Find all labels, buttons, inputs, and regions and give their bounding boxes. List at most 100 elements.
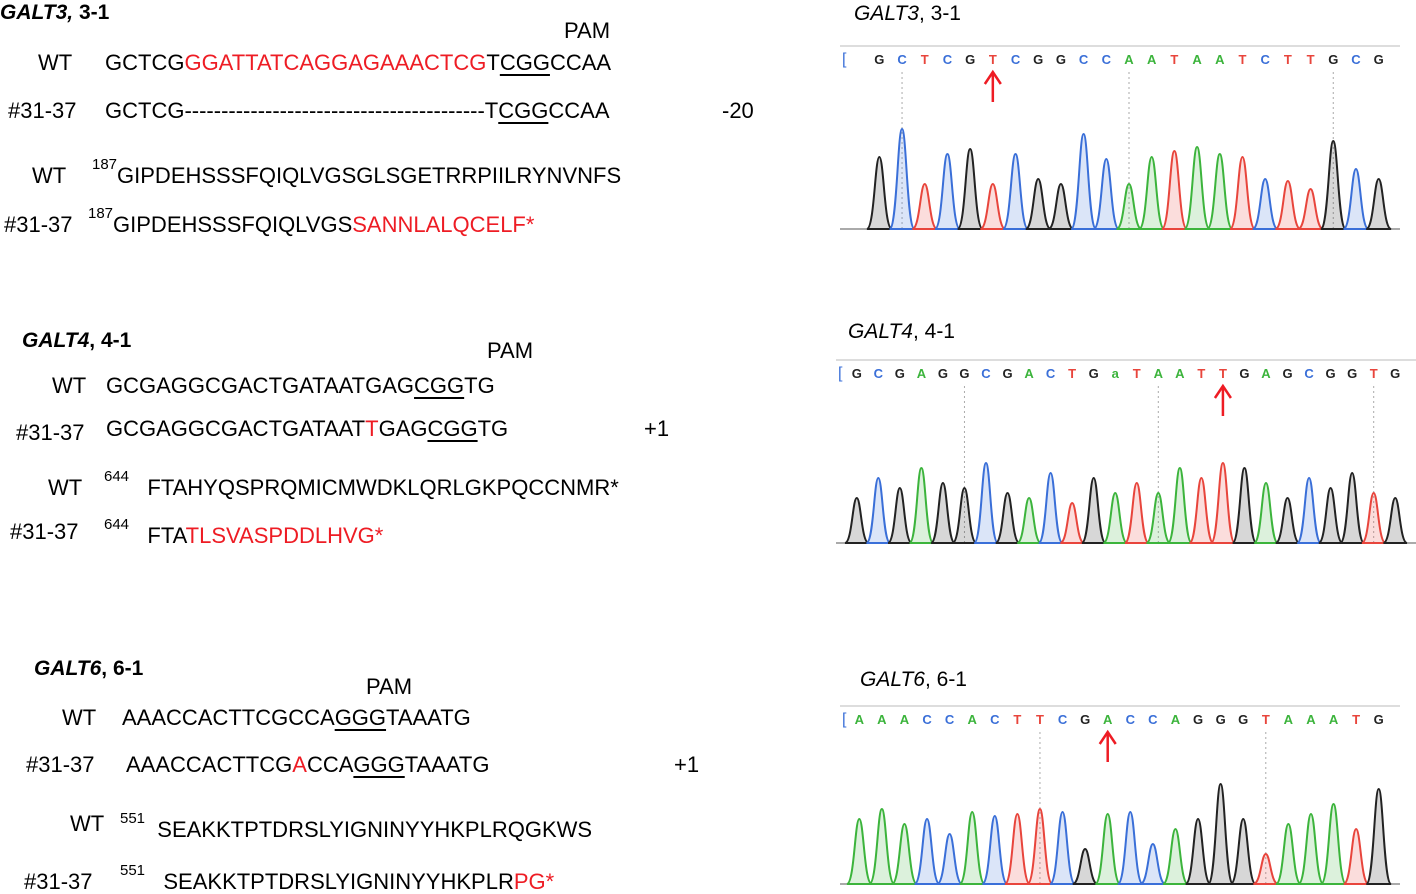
galt3-chromatogram: [G C T C G T C G G C C A A T A A T C T T G C G xyxy=(840,45,1400,230)
galt3-wt-label: WT xyxy=(38,50,73,75)
chrom-peak xyxy=(1037,471,1064,544)
chrom-peak xyxy=(1184,817,1212,885)
chrom-base: G xyxy=(874,52,884,67)
chrom-peak xyxy=(1229,817,1257,885)
chrom-base: a xyxy=(1112,366,1120,381)
chrom-base: A xyxy=(1103,712,1113,727)
chrom-base: A xyxy=(1171,712,1181,727)
chrom-base: C xyxy=(922,712,932,727)
chrom-peak xyxy=(1162,827,1189,885)
chrom-base: G xyxy=(1056,52,1066,67)
galt6-mut-label: #31-37 xyxy=(26,752,95,777)
chrom-base: C xyxy=(1046,366,1056,381)
chrom-peak xyxy=(1365,177,1393,230)
chrom-peak xyxy=(1297,812,1325,885)
chrom-base: A xyxy=(900,712,910,727)
chrom-peak xyxy=(843,496,870,544)
galt4-mut-prot-label: #31-37 xyxy=(10,519,79,544)
chrom-base: G xyxy=(1033,52,1043,67)
chrom-peak xyxy=(1047,182,1075,230)
chrom-base: C xyxy=(945,712,955,727)
chrom-peak xyxy=(1252,852,1279,885)
chrom-base: C xyxy=(1079,52,1089,67)
chrom-base: T xyxy=(1284,52,1292,67)
chrom-peak xyxy=(1206,152,1234,230)
chrom-start-bracket: [ xyxy=(838,365,843,382)
chrom-base: G xyxy=(1328,52,1338,67)
chrom-base: A xyxy=(1175,366,1185,381)
chrom-base: C xyxy=(943,52,953,67)
chrom-base: G xyxy=(1347,366,1357,381)
galt6-heading: GALT6, 6-1 xyxy=(34,657,144,680)
chrom-start-bracket: [ xyxy=(842,51,847,68)
chrom-base: T xyxy=(921,52,929,67)
chrom-peak xyxy=(888,127,916,230)
galt4-wt-protein: 644 FTAHYQSPRQMICMWDKLQRLGKPQCCNMR* xyxy=(104,468,619,500)
chrom-base: G xyxy=(895,366,905,381)
chrom-peak xyxy=(1342,827,1370,885)
chrom-peak xyxy=(1002,152,1029,230)
chrom-peak xyxy=(913,817,941,885)
galt3-wt-prot-label: WT xyxy=(32,163,67,188)
galt3-indel: -20 xyxy=(722,98,754,123)
chrom-peak xyxy=(911,182,939,230)
chrom-base: C xyxy=(1011,52,1021,67)
galt6-wt-sequence: AAACCACTTCGCCAGGGTAAATG xyxy=(122,705,471,730)
chrom-base: T xyxy=(1036,712,1044,727)
chrom-base: A xyxy=(1215,52,1225,67)
galt3-wt-protein: 187GIPDEHSSSFQIQLVGSGLSGETRRPIILRYNVNFS xyxy=(92,156,622,188)
galt4-mut-sequence: GCGAGGCGACTGATAATTGAGCGGTG xyxy=(106,416,509,441)
chrom-base: C xyxy=(1260,52,1270,67)
chrom-peak xyxy=(1003,812,1031,885)
galt4-mut-protein: 644 FTATLSVASPDDLHVG* xyxy=(104,516,384,548)
chrom-base: G xyxy=(1089,366,1099,381)
chrom-base: T xyxy=(1307,52,1315,67)
chrom-peak xyxy=(1210,461,1236,544)
chrom-base: G xyxy=(1390,366,1400,381)
galt3-heading: GALT3, 3-1 xyxy=(0,1,110,24)
galt4-wt-prot-label: WT xyxy=(48,475,83,500)
chrom-peak xyxy=(1123,481,1150,544)
chrom-base: A xyxy=(1261,366,1271,381)
chrom-base: G xyxy=(1002,366,1012,381)
chrom-base: A xyxy=(917,366,927,381)
galt3-wt-sequence: GCTCGGGATTATCAGGAGAAACTCGTCGGCCAA xyxy=(105,50,612,75)
chrom-base: A xyxy=(1329,712,1339,727)
chrom-peak xyxy=(1231,466,1258,544)
galt4-mut-label: #31-37 xyxy=(16,420,85,445)
chrom-base: C xyxy=(981,366,991,381)
chrom-peak xyxy=(933,152,961,230)
chrom-base: G xyxy=(1193,712,1203,727)
chrom-base: C xyxy=(990,712,1000,727)
galt3-pam-label: PAM xyxy=(564,18,611,43)
chrom-base: G xyxy=(1216,712,1226,727)
chrom-base: C xyxy=(874,366,884,381)
chrom-base: A xyxy=(1306,712,1316,727)
chrom-base: C xyxy=(1058,712,1068,727)
chrom-peak xyxy=(973,461,999,544)
chrom-peak xyxy=(1116,810,1144,885)
chrom-peak xyxy=(1059,501,1085,544)
chrom-peak xyxy=(1049,810,1076,885)
chrom-base: A xyxy=(1147,52,1157,67)
chrom-base: G xyxy=(1326,366,1336,381)
chrom-peak xyxy=(865,155,893,230)
galt6-pam-label: PAM xyxy=(366,674,413,699)
chrom-peak xyxy=(1139,842,1166,885)
chrom-peak xyxy=(958,810,986,885)
chrom-base: C xyxy=(1102,52,1112,67)
chrom-peak xyxy=(1274,822,1302,885)
chrom-peak xyxy=(1145,491,1172,544)
chrom-peak xyxy=(1253,481,1279,544)
galt6-wt-protein: 551 SEAKKTPTDRSLYIGNINYYHKPLRQGKWS xyxy=(120,810,593,842)
chrom-peak xyxy=(1365,787,1393,885)
chrom-base: C xyxy=(897,52,907,67)
chrom-peak xyxy=(887,486,913,544)
galt6-chrom-title: GALT6, 6-1 xyxy=(860,668,967,691)
chrom-peak xyxy=(1016,496,1042,544)
chrom-peak xyxy=(1188,476,1215,544)
chrom-peak xyxy=(1274,179,1302,230)
chrom-base: G xyxy=(852,366,862,381)
galt4-indel: +1 xyxy=(644,416,670,441)
